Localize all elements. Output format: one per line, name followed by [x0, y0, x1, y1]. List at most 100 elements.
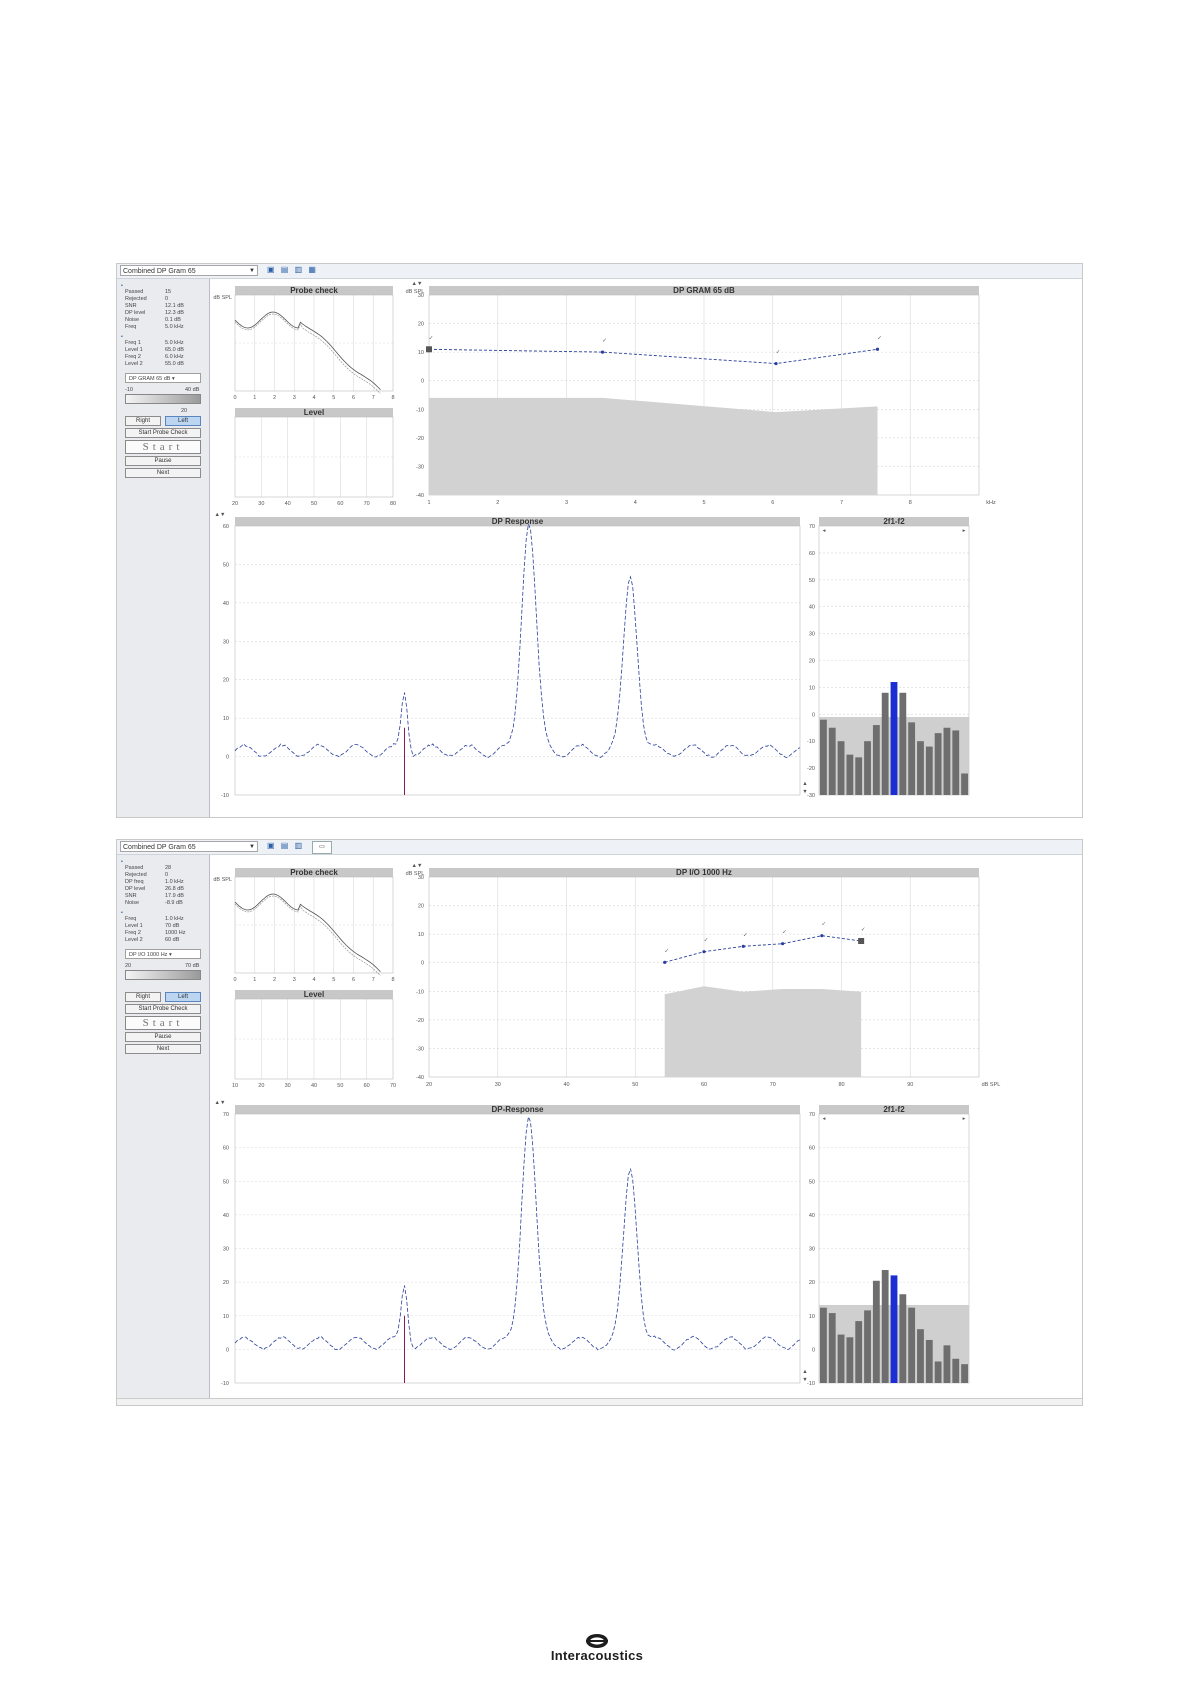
chevron-down-icon: ▼: [249, 844, 255, 850]
right-ear-button[interactable]: Right: [125, 416, 161, 426]
level-x-tick: 70: [364, 501, 370, 507]
probe-x-tick: 3: [293, 395, 296, 401]
start-probe-check-button[interactable]: Start Probe Check: [125, 428, 201, 438]
sidebar: ▪ Passed 28 Rejected 0 DP freq 1.0 kHz DP level…: [117, 855, 210, 1405]
plot-frame: [234, 416, 394, 498]
chevron-down-icon: ▼: [249, 268, 255, 274]
dp-response-titlebar: [235, 1105, 800, 1114]
main-y-tick: 10: [418, 932, 424, 938]
bar: [908, 1307, 916, 1383]
bar: [961, 773, 968, 795]
left-ear-button[interactable]: Left: [165, 416, 201, 426]
main-ylabel: dB SPL: [406, 871, 425, 877]
main-chart-title: DP I/O 1000 Hz: [676, 868, 732, 877]
next-button[interactable]: Next: [125, 468, 201, 478]
start-probe-check-button[interactable]: Start Probe Check: [125, 1004, 201, 1014]
stim-value: 65.0 dB: [165, 347, 184, 353]
bar-left-arrow-icon: ◂: [823, 1116, 826, 1122]
test-select[interactable]: DP I/O 1000 Hz ▾: [125, 949, 201, 959]
noise-floor-area: [429, 397, 878, 495]
bar: [881, 1270, 889, 1383]
start-button[interactable]: Start: [125, 1016, 201, 1030]
level-titlebar: [235, 408, 393, 417]
toolbar-icons[interactable]: ▣ ▤ ▥: [267, 841, 305, 850]
probe-curve-2: [234, 313, 381, 394]
check-mark-icon: ✓: [877, 335, 882, 341]
zoom-arrows-icon: ▲▼: [215, 512, 226, 518]
next-button[interactable]: Next: [125, 1044, 201, 1054]
right-ear-button[interactable]: Right: [125, 992, 161, 1002]
main-x-tick: 3: [565, 500, 568, 506]
slider-min: 20: [125, 963, 132, 969]
resp-y-tick: 30: [223, 1247, 229, 1253]
dp-point: [663, 960, 667, 964]
stat-value: 0.1 dB: [165, 317, 181, 323]
bar: [899, 692, 907, 795]
level-x-tick: 40: [311, 1083, 317, 1089]
bar-y-tick: 20: [809, 659, 815, 665]
dp-point: [600, 350, 605, 354]
level-slider[interactable]: [125, 394, 201, 404]
logo-text: Interacoustics: [550, 1648, 644, 1663]
stim-row: Freq 2 1000 Hz: [125, 930, 205, 937]
toolbar-icons[interactable]: ▣ ▤ ▥ ▦: [267, 265, 318, 274]
dp-response-title: DP-Response: [491, 1105, 544, 1114]
scroll-up-icon: ▲: [802, 1369, 807, 1375]
main-y-tick: -40: [416, 1075, 424, 1081]
pause-button[interactable]: Pause: [125, 1032, 201, 1042]
bar: [855, 1321, 863, 1383]
stim-row: Level 2 55.0 dB: [125, 361, 205, 368]
main-x-tick: 80: [838, 1082, 844, 1088]
check-mark-icon: ✓: [704, 938, 709, 944]
stat-value: 5.0 kHz: [165, 324, 184, 330]
probe-x-tick: 0: [233, 395, 236, 401]
probe-x-tick: 1: [253, 977, 256, 983]
bar-chart-title: 2f1-f2: [883, 517, 905, 526]
stim-key: Level 2: [125, 361, 143, 367]
check-mark-icon: ✓: [664, 948, 669, 954]
main-ylabel: dB SPL: [406, 289, 425, 295]
bar: [828, 727, 836, 795]
dp-response-title: DP Response: [492, 517, 544, 526]
left-ear-button[interactable]: Left: [165, 992, 201, 1002]
stat-value: 15: [165, 289, 172, 295]
main-chart-titlebar: [429, 868, 979, 877]
stim-key: Freq: [125, 916, 137, 922]
probe-check-title: Probe check: [290, 868, 338, 877]
logo-mark-icon: [586, 1634, 608, 1648]
check-mark-icon: ✓: [776, 350, 781, 356]
stim-value: 1.0 kHz: [165, 916, 184, 922]
probe-x-tick: 4: [312, 395, 315, 401]
stat-value: 26.8 dB: [165, 886, 184, 892]
stat-row: Noise 0.1 dB: [125, 317, 205, 324]
bar: [952, 1358, 960, 1383]
probe-ylabel: dB SPL: [213, 877, 232, 883]
dp-response-trace: [234, 522, 801, 759]
bar: [961, 1364, 968, 1383]
toolbar-tab[interactable]: ▭: [312, 841, 332, 854]
dp-response-titlebar: [235, 517, 800, 526]
test-select[interactable]: DP GRAM 65 dB ▾: [125, 373, 201, 383]
pause-button[interactable]: Pause: [125, 456, 201, 466]
protocol-select[interactable]: Combined DP Gram 65 ▼: [120, 841, 258, 852]
check-mark-icon: ✓: [429, 335, 434, 341]
main-y-tick: 30: [418, 293, 424, 299]
stat-key: DP level: [125, 886, 146, 892]
probe-check-titlebar: [235, 868, 393, 877]
level-slider[interactable]: [125, 970, 201, 980]
dp-response-trace: [234, 1115, 801, 1351]
level-title: Level: [304, 408, 324, 417]
main-chart-titlebar: [429, 286, 979, 295]
resp-y-tick: 20: [223, 678, 229, 684]
slider-max: 40 dB: [185, 387, 200, 393]
stat-value: 0: [165, 296, 169, 302]
bar: [934, 1361, 942, 1383]
bar-y-tick: 10: [809, 685, 815, 691]
bar: [925, 746, 933, 795]
level-title: Level: [304, 990, 324, 999]
bar-y-tick: 60: [809, 551, 815, 557]
protocol-select[interactable]: Combined DP Gram 65 ▼: [120, 265, 258, 276]
start-button[interactable]: Start: [125, 440, 201, 454]
stim-value: 60 dB: [165, 937, 180, 943]
dp-point: [875, 347, 880, 351]
